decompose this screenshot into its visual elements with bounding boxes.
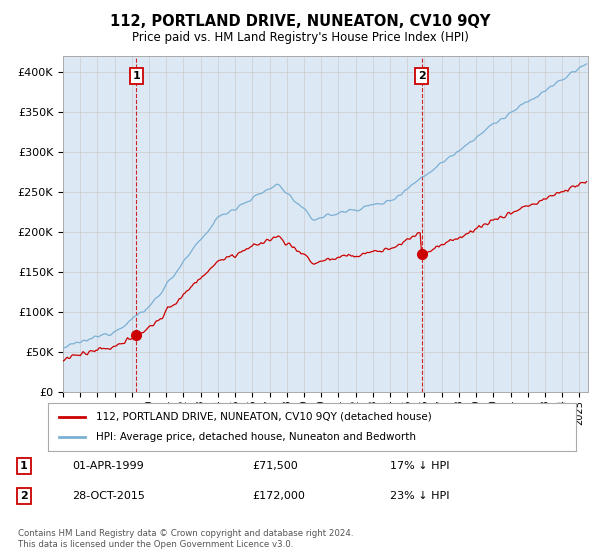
Text: 28-OCT-2015: 28-OCT-2015 <box>72 491 145 501</box>
Text: 1: 1 <box>20 461 28 471</box>
Text: Price paid vs. HM Land Registry's House Price Index (HPI): Price paid vs. HM Land Registry's House … <box>131 31 469 44</box>
Text: 2: 2 <box>20 491 28 501</box>
Text: 23% ↓ HPI: 23% ↓ HPI <box>390 491 449 501</box>
Text: 112, PORTLAND DRIVE, NUNEATON, CV10 9QY: 112, PORTLAND DRIVE, NUNEATON, CV10 9QY <box>110 14 490 29</box>
Text: HPI: Average price, detached house, Nuneaton and Bedworth: HPI: Average price, detached house, Nune… <box>95 432 416 442</box>
Text: Contains HM Land Registry data © Crown copyright and database right 2024.
This d: Contains HM Land Registry data © Crown c… <box>18 529 353 549</box>
Text: 2: 2 <box>418 71 425 81</box>
Text: 01-APR-1999: 01-APR-1999 <box>72 461 144 471</box>
Text: 112, PORTLAND DRIVE, NUNEATON, CV10 9QY (detached house): 112, PORTLAND DRIVE, NUNEATON, CV10 9QY … <box>95 412 431 422</box>
Text: £172,000: £172,000 <box>252 491 305 501</box>
Text: 1: 1 <box>132 71 140 81</box>
Text: 17% ↓ HPI: 17% ↓ HPI <box>390 461 449 471</box>
Text: £71,500: £71,500 <box>252 461 298 471</box>
